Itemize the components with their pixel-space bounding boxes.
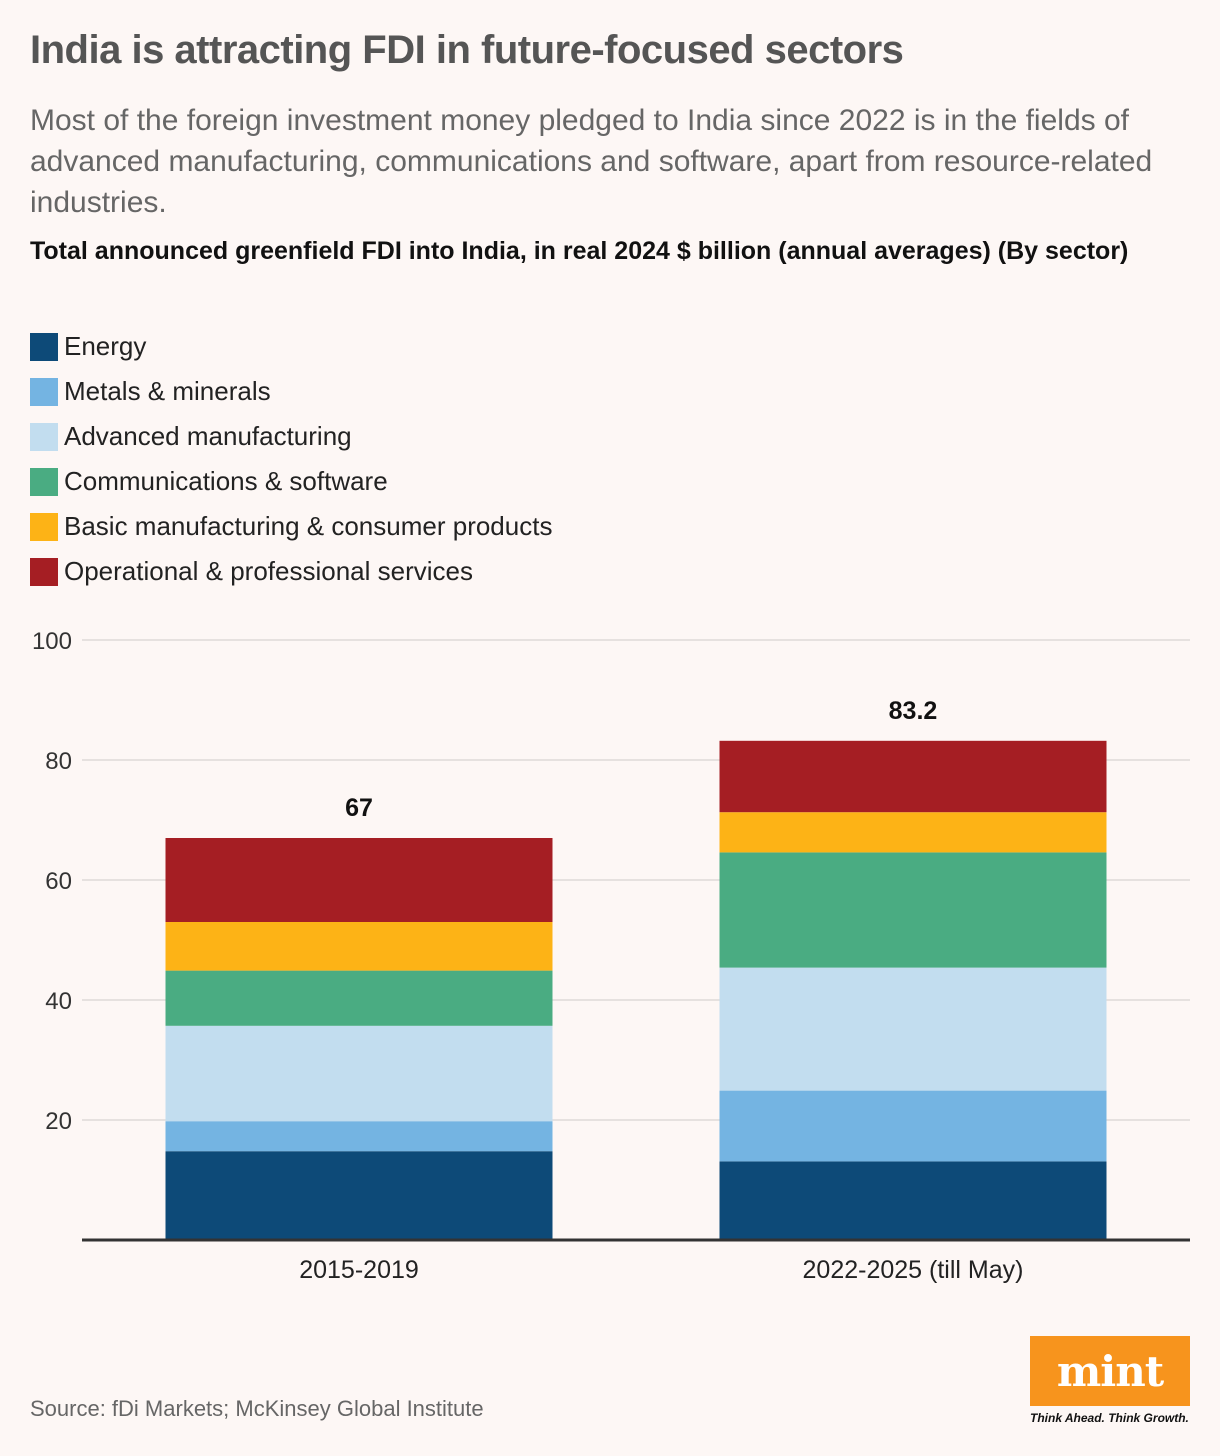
stacked-bar-chart: 20 40 60 80 100 67 2015-2019 83.2 2022-2025 (til… xyxy=(32,628,1190,1284)
y-tick-label: 80 xyxy=(45,748,72,775)
legend-swatch xyxy=(30,512,58,541)
bar-segment xyxy=(165,838,553,922)
y-tick-label: 100 xyxy=(32,628,72,655)
legend-item: Basic manufacturing & consumer products xyxy=(30,504,552,549)
legend-swatch xyxy=(30,422,58,451)
brand-tagline: Think Ahead. Think Growth. xyxy=(1030,1411,1189,1425)
legend-item: Metals & minerals xyxy=(30,369,552,414)
bar-segment xyxy=(719,967,1107,1091)
bar-total-label: 83.2 xyxy=(889,697,938,725)
legend-item: Communications & software xyxy=(30,459,552,504)
bar-segment xyxy=(165,1025,553,1122)
chart-title: Total announced greenfield FDI into Indi… xyxy=(30,237,1129,265)
bar-segment xyxy=(165,922,553,971)
y-tick-label: 40 xyxy=(45,988,72,1015)
x-tick-label: 2015-2019 xyxy=(299,1256,419,1284)
legend-label: Basic manufacturing & consumer products xyxy=(64,511,553,541)
bar-segment xyxy=(719,852,1107,968)
bar-segment xyxy=(719,740,1107,813)
bar-segment xyxy=(165,970,553,1026)
legend-label: Operational & professional services xyxy=(64,556,473,586)
page-title: India is attracting FDI in future-focuse… xyxy=(30,28,904,72)
legend-item: Operational & professional services xyxy=(30,549,552,594)
legend-swatch xyxy=(30,377,58,406)
bar-segment xyxy=(165,1151,553,1240)
legend-item: Energy xyxy=(30,324,552,369)
legend-swatch xyxy=(30,557,58,586)
legend-swatch xyxy=(30,467,58,496)
brand-logo-mark: mint xyxy=(1030,1336,1190,1406)
legend-label: Advanced manufacturing xyxy=(64,421,352,451)
legend-item: Advanced manufacturing xyxy=(30,414,552,459)
legend-label: Energy xyxy=(64,331,147,361)
x-tick-label: 2022-2025 (till May) xyxy=(803,1256,1024,1284)
bar-total-label: 67 xyxy=(345,794,373,822)
brand-logo: mint Think Ahead. Think Growth. xyxy=(1030,1336,1190,1425)
legend-label: Metals & minerals xyxy=(64,376,271,406)
source-note: Source: fDi Markets; McKinsey Global Ins… xyxy=(30,1396,484,1421)
bar-segment xyxy=(719,1161,1107,1240)
bar-segment xyxy=(719,1090,1107,1162)
chart-legend: Energy Metals & minerals Advanced manufact… xyxy=(30,324,552,594)
y-tick-label: 20 xyxy=(45,1108,72,1135)
y-tick-label: 60 xyxy=(45,868,72,895)
legend-swatch xyxy=(30,332,58,361)
bar-segment xyxy=(719,812,1107,853)
page-subtitle: Most of the foreign investment money ple… xyxy=(30,104,1153,219)
bar-segment xyxy=(165,1121,553,1152)
legend-label: Communications & software xyxy=(64,466,388,496)
